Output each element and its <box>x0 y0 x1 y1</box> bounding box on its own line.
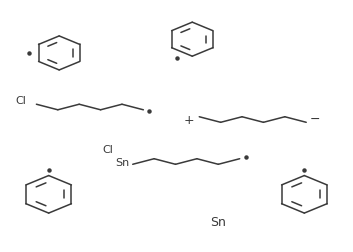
Text: +: + <box>184 113 194 126</box>
Text: Sn: Sn <box>211 215 227 228</box>
Text: Cl: Cl <box>103 145 114 155</box>
Text: Sn: Sn <box>115 157 129 167</box>
Text: Cl: Cl <box>15 96 26 106</box>
Text: −: − <box>310 113 320 125</box>
